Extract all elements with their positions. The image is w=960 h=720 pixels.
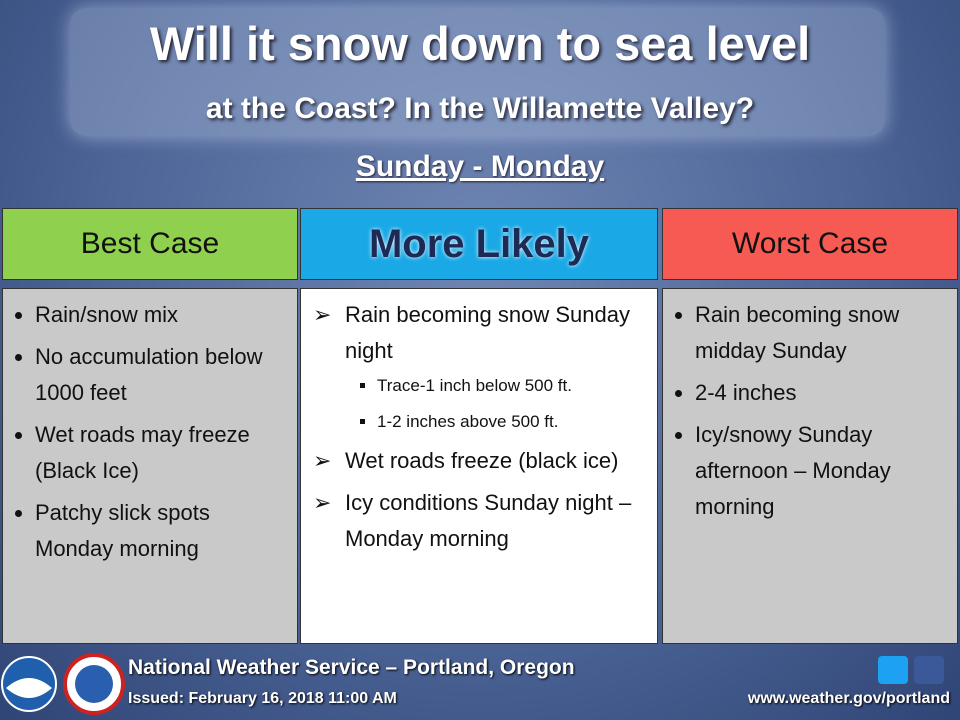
social-icons [878,656,944,684]
subtitle: Sunday - Monday [355,150,605,183]
footer-url[interactable]: www.weather.gov/portland [747,690,950,707]
title-line2: at the Coast? In the Willamette Valley? [205,92,755,125]
bullet-item: Icy/snowy Sunday afternoon – Monday morn… [695,417,949,525]
bullet-item: Icy conditions Sunday night – Monday mor… [313,485,649,557]
bullet-item: Wet roads freeze (black ice) [313,443,649,479]
column-heading: More Likely [300,208,658,280]
bullet-item: Rain becoming snow midday Sunday [695,297,949,369]
facebook-icon[interactable] [914,656,944,684]
bullet-list: Rain/snow mix No accumulation below 1000 … [15,297,289,567]
bullet-text: Rain becoming snow Sunday night [345,302,630,363]
sub-item: Trace-1 inch below 500 ft. [377,371,649,401]
sub-item: 1-2 inches above 500 ft. [377,407,649,437]
nws-inner [75,665,113,703]
bullet-text: 2-4 inches [695,380,797,405]
bullet-item: Rain becoming snow Sunday night Trace-1 i… [313,297,649,437]
noaa-bird [6,678,52,698]
column-body: Rain becoming snow Sunday night Trace-1 i… [300,288,658,644]
bullet-text: No accumulation below 1000 feet [35,344,263,405]
bullet-item: Rain/snow mix [35,297,289,333]
bullet-text: Wet roads freeze (black ice) [345,448,619,473]
bullet-text: Patchy slick spots Monday morning [35,500,210,561]
bullet-text: Wet roads may freeze (Black Ice) [35,422,250,483]
bullet-item: Wet roads may freeze (Black Ice) [35,417,289,489]
twitter-icon[interactable] [878,656,908,684]
column-body: Rain/snow mix No accumulation below 1000 … [2,288,298,644]
column-heading: Best Case [2,208,298,280]
column-heading: Worst Case [662,208,958,280]
footer-issued: Issued: February 16, 2018 11:00 AM [128,690,397,707]
logos [1,653,125,715]
title-box [70,8,885,136]
footer-org: National Weather Service – Portland, Ore… [128,656,575,679]
bullet-item: No accumulation below 1000 feet [35,339,289,411]
title-line1: Will it snow down to sea level [149,17,811,70]
sub-list: Trace-1 inch below 500 ft. 1-2 inches abo… [345,371,649,437]
bullet-item: Patchy slick spots Monday morning [35,495,289,567]
bullet-text: Icy conditions Sunday night – Monday mor… [345,490,632,551]
bullet-list: Rain becoming snow Sunday night Trace-1 i… [313,297,649,557]
bullet-text: Icy/snowy Sunday afternoon – Monday morn… [695,422,891,519]
bullet-text: Rain/snow mix [35,302,179,327]
bullet-list: Rain becoming snow midday Sunday 2-4 inch… [675,297,949,525]
bullet-text: Rain becoming snow midday Sunday [695,302,900,363]
column-body: Rain becoming snow midday Sunday 2-4 inch… [662,288,958,644]
bullet-item: 2-4 inches [695,375,949,411]
